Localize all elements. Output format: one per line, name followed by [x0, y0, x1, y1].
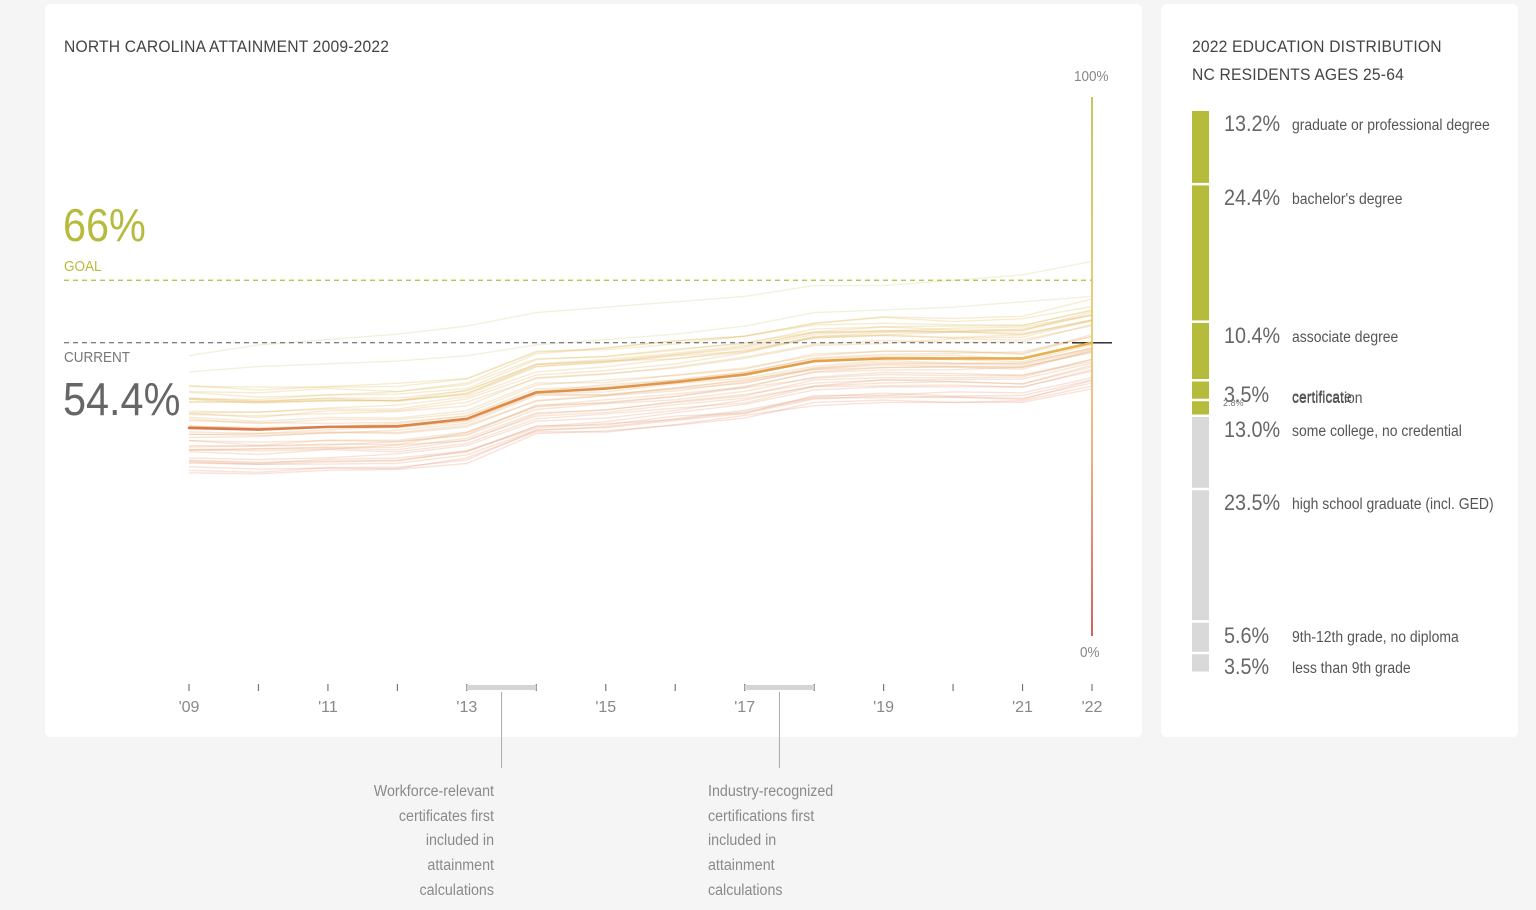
distribution-label: certificate	[1292, 388, 1352, 406]
distribution-percent: 10.4%	[1224, 322, 1281, 348]
distribution-percent: 2.8%	[1223, 398, 1244, 409]
distribution-label: 9th-12th grade, no diploma	[1292, 628, 1459, 646]
distribution-percent: 5.6%	[1224, 622, 1270, 648]
goal-label: GOAL	[64, 258, 102, 275]
distribution-percent: 3.5%	[1224, 654, 1270, 680]
current-value: 54.4%	[63, 373, 181, 425]
distribution-percent: 13.2%	[1224, 111, 1281, 136]
distribution-percent: 24.4%	[1224, 185, 1281, 211]
distribution-subtitle: NC RESIDENTS AGES 25-64	[1192, 65, 1404, 84]
distribution-label: graduate or professional degree	[1292, 117, 1490, 134]
distribution-label: associate degree	[1292, 328, 1399, 346]
distribution-label: bachelor's degree	[1292, 191, 1403, 209]
note-line: Workforce-relevant	[373, 783, 494, 800]
note-line: attainment	[427, 857, 494, 875]
annotation-industry-certifications: Industry-recognized certifications first…	[708, 780, 855, 904]
current-label: CURRENT	[64, 349, 131, 366]
note-line: attainment	[708, 857, 775, 875]
distribution-title: 2022 EDUCATION DISTRIBUTION	[1192, 37, 1442, 56]
distribution-percent: 13.0%	[1224, 417, 1281, 442]
note-line: calculations	[708, 881, 783, 899]
annotation-workforce-certificates: Workforce-relevant certificates first in…	[347, 780, 494, 904]
goal-value: 66%	[63, 199, 146, 251]
attainment-chart-card	[45, 4, 1142, 737]
note-line: certificates first	[398, 807, 494, 825]
y-axis-max-label: 100%	[1074, 68, 1109, 85]
y-axis-min-label: 0%	[1080, 644, 1100, 661]
distribution-card	[1161, 4, 1518, 737]
chart-title: NORTH CAROLINA ATTAINMENT 2009-2022	[64, 37, 390, 56]
distribution-label: certification	[1292, 390, 1363, 408]
note-line: included in	[708, 832, 777, 850]
distribution-label: some college, no credential	[1292, 423, 1462, 440]
note-line: Industry-recognized	[708, 783, 834, 800]
note-line: certifications first	[708, 807, 815, 825]
note-line: included in	[425, 832, 494, 850]
distribution-percent: 23.5%	[1224, 490, 1281, 516]
distribution-percent: 3.5%	[1224, 381, 1270, 407]
distribution-label: high school graduate (incl. GED)	[1292, 496, 1494, 514]
note-line: calculations	[419, 881, 494, 899]
distribution-label: less than 9th grade	[1292, 660, 1411, 678]
